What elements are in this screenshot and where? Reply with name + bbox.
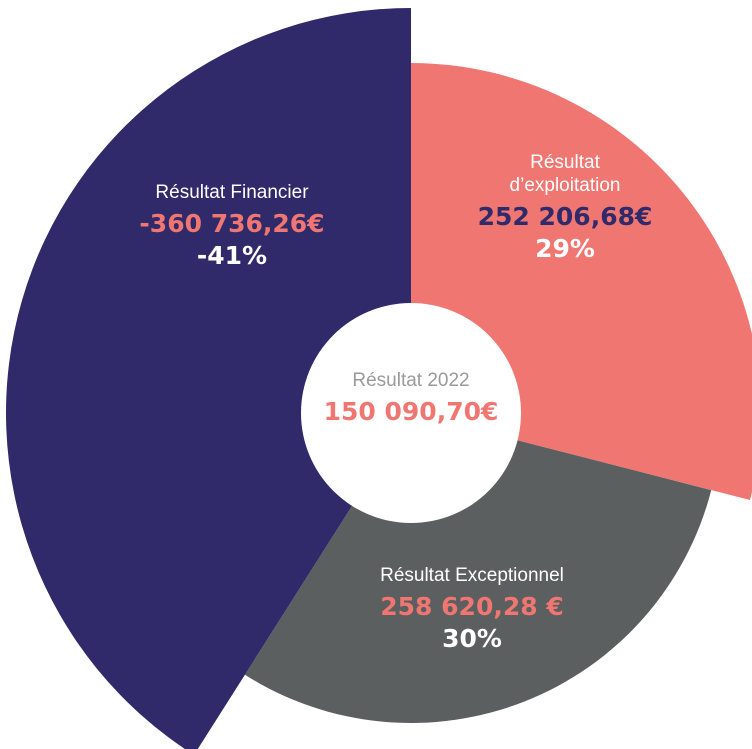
- amount-label: 252 206,68€: [477, 201, 653, 231]
- center-title: Résultat 2022: [352, 370, 470, 391]
- center-value: 150 090,70€: [323, 396, 499, 426]
- pie-slice: [6, 8, 411, 749]
- amount-label: -360 736,26€: [139, 208, 325, 238]
- percent-label: 30%: [442, 623, 502, 653]
- slice-label: Résultat Exceptionnel 258 620,28 €30%: [380, 565, 564, 654]
- amount-label: 258 620,28 €: [380, 591, 564, 621]
- category-label: Résultat Exceptionnel: [380, 565, 564, 586]
- center-label: Résultat 2022 150 090,70€: [324, 370, 499, 427]
- category-label: Résultat Financier: [155, 182, 309, 203]
- center-circle: [301, 303, 521, 523]
- slice-label: Résultat Financier -360 736,26€ -41%: [139, 182, 324, 271]
- slice-label: Résultat d’exploitation 252 206,68€ 29%: [478, 152, 653, 264]
- percent-label: 29%: [535, 233, 595, 263]
- percent-label: -41%: [196, 240, 268, 270]
- category-label: Résultat d’exploitation: [509, 152, 621, 196]
- pie-slice: [244, 413, 712, 723]
